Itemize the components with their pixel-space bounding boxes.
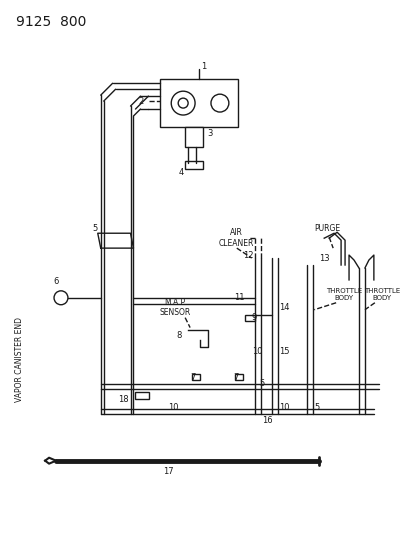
Text: 5: 5 [259,379,264,387]
Bar [135,392,149,399]
Text: 6: 6 [53,277,58,286]
Text: M.A.P.
SENSOR: M.A.P. SENSOR [159,298,190,318]
Text: 16: 16 [261,416,272,425]
Circle shape [178,98,188,108]
Circle shape [171,91,195,115]
Text: 18: 18 [118,394,128,403]
Text: 7: 7 [232,373,237,382]
Text: 7: 7 [190,373,195,382]
Bar [192,374,199,380]
Text: 9125  800: 9125 800 [16,14,86,29]
Text: 10: 10 [251,347,261,356]
Text: 11: 11 [234,293,244,302]
Text: 5: 5 [92,224,97,233]
Text: 12: 12 [242,251,253,260]
Text: 14: 14 [279,303,290,312]
Text: THROTTLE
BODY: THROTTLE BODY [325,288,361,301]
Text: 9: 9 [251,313,256,322]
Text: VAPOR CANISTER END: VAPOR CANISTER END [15,317,24,402]
Text: 10: 10 [168,402,178,411]
Circle shape [54,291,68,305]
Text: AIR
CLEANER: AIR CLEANER [218,229,254,248]
Text: 3: 3 [206,130,212,139]
Bar [160,79,237,127]
Text: 1: 1 [201,62,206,71]
Text: 15: 15 [279,347,290,356]
Text: 8: 8 [176,331,182,340]
Text: 13: 13 [318,254,329,263]
Bar [244,314,254,321]
Text: 4: 4 [178,168,183,177]
Text: 10: 10 [278,402,289,411]
Text: 17: 17 [163,467,173,476]
Bar [234,374,242,380]
Circle shape [211,94,228,112]
Text: 2: 2 [138,96,143,106]
Bar [185,161,202,168]
Text: 5: 5 [313,402,319,411]
Text: THROTTLE
BODY: THROTTLE BODY [363,288,399,301]
Text: PURGE: PURGE [313,224,339,233]
Bar [185,127,202,147]
